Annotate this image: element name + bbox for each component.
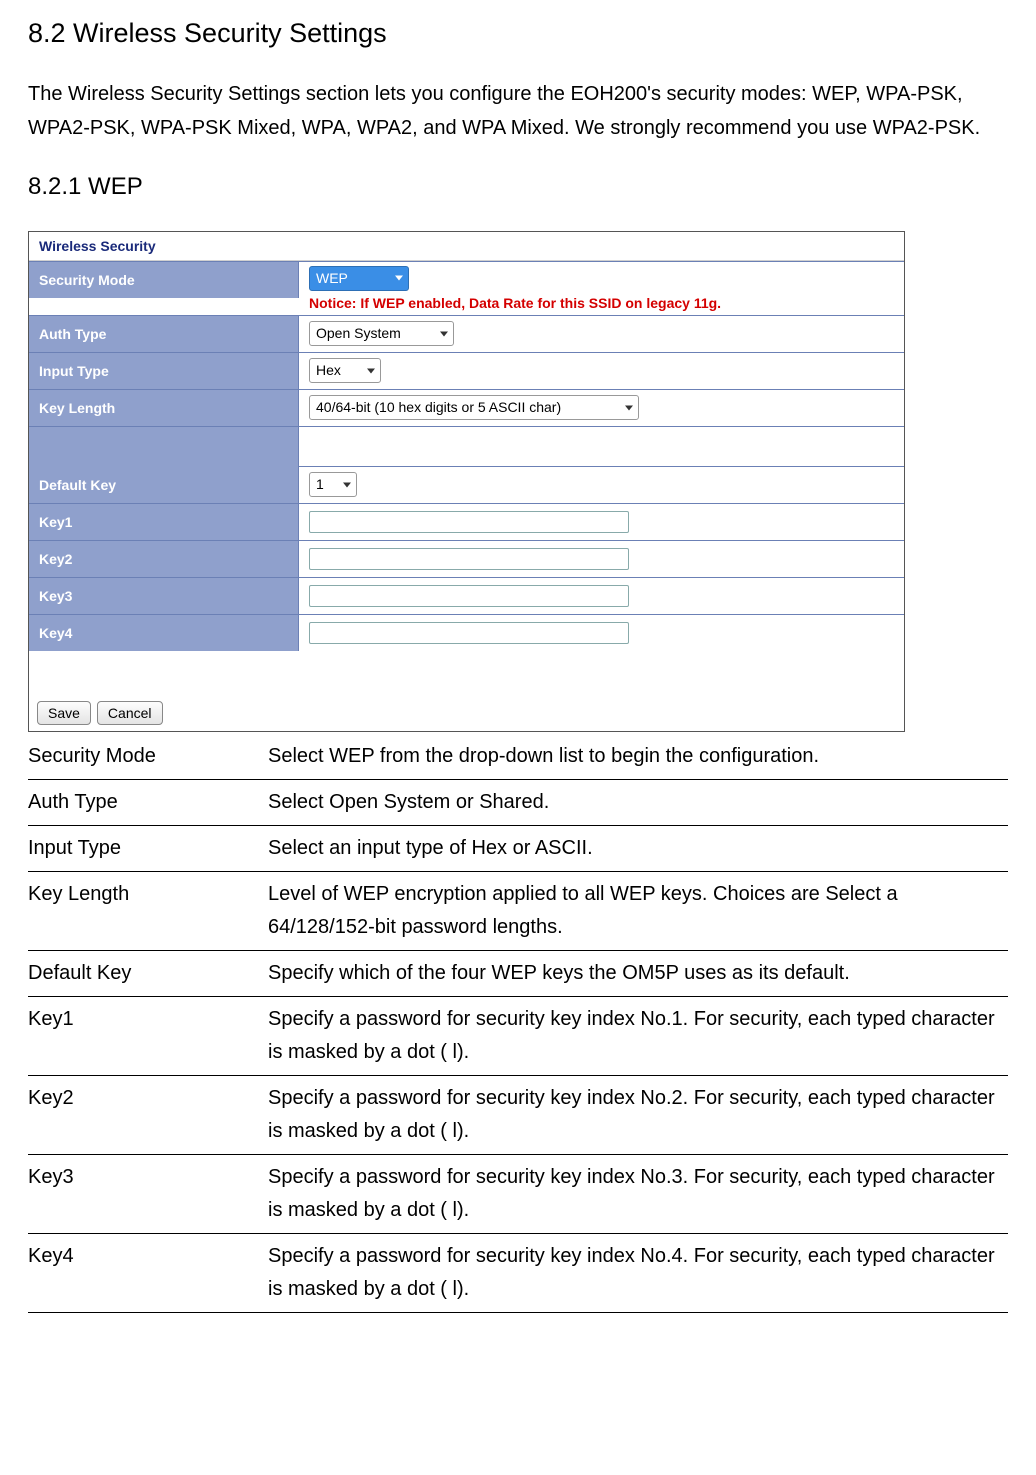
table-row: Input Type Select an input type of Hex o…: [28, 825, 1008, 871]
desc-text: Specify a password for security key inde…: [268, 1233, 1008, 1312]
desc-term: Key Length: [28, 871, 268, 950]
chevron-down-icon: [625, 405, 633, 410]
panel-header: Wireless Security: [29, 232, 904, 261]
label-key4: Key4: [29, 615, 299, 651]
table-row: Security Mode Select WEP from the drop-d…: [28, 734, 1008, 780]
key-length-value: 40/64-bit (10 hex digits or 5 ASCII char…: [316, 399, 561, 415]
table-row: Key4 Specify a password for security key…: [28, 1233, 1008, 1312]
desc-text: Specify a password for security key inde…: [268, 996, 1008, 1075]
input-type-select[interactable]: Hex: [309, 358, 381, 383]
chevron-down-icon: [343, 482, 351, 487]
row-gap: [29, 426, 904, 466]
wep-notice: Notice: If WEP enabled, Data Rate for th…: [309, 295, 894, 311]
desc-term: Input Type: [28, 825, 268, 871]
row-default-key: Default Key 1: [29, 466, 904, 503]
row-key2: Key2: [29, 540, 904, 577]
security-mode-value: WEP: [316, 270, 348, 286]
row-input-type: Input Type Hex: [29, 352, 904, 389]
row-auth-type: Auth Type Open System: [29, 315, 904, 352]
desc-text: Specify a password for security key inde…: [268, 1075, 1008, 1154]
subsection-title: 8.2.1 WEP: [28, 173, 1008, 201]
label-key3: Key3: [29, 578, 299, 614]
save-button[interactable]: Save: [37, 701, 91, 725]
label-auth-type: Auth Type: [29, 316, 299, 352]
key4-input[interactable]: [309, 622, 629, 644]
label-input-type: Input Type: [29, 353, 299, 389]
desc-text: Level of WEP encryption applied to all W…: [268, 871, 1008, 950]
desc-term: Key1: [28, 996, 268, 1075]
section-title: 8.2 Wireless Security Settings: [28, 18, 1008, 49]
chevron-down-icon: [395, 276, 403, 281]
cancel-button[interactable]: Cancel: [97, 701, 163, 725]
chevron-down-icon: [367, 368, 375, 373]
auth-type-select[interactable]: Open System: [309, 321, 454, 346]
chevron-down-icon: [440, 331, 448, 336]
wireless-security-panel: Wireless Security Security Mode WEP Noti…: [28, 231, 905, 732]
desc-term: Key4: [28, 1233, 268, 1312]
label-key2: Key2: [29, 541, 299, 577]
label-key1: Key1: [29, 504, 299, 540]
desc-term: Default Key: [28, 950, 268, 996]
section-intro: The Wireless Security Settings section l…: [28, 77, 1008, 145]
auth-type-value: Open System: [316, 325, 401, 341]
row-security-mode: Security Mode WEP Notice: If WEP enabled…: [29, 261, 904, 315]
row-key1: Key1: [29, 503, 904, 540]
description-table: Security Mode Select WEP from the drop-d…: [28, 734, 1008, 1313]
table-row: Key2 Specify a password for security key…: [28, 1075, 1008, 1154]
row-key-length: Key Length 40/64-bit (10 hex digits or 5…: [29, 389, 904, 426]
table-row: Key Length Level of WEP encryption appli…: [28, 871, 1008, 950]
desc-text: Specify a password for security key inde…: [268, 1154, 1008, 1233]
desc-term: Security Mode: [28, 734, 268, 780]
input-type-value: Hex: [316, 362, 341, 378]
key3-input[interactable]: [309, 585, 629, 607]
button-row: Save Cancel: [29, 695, 904, 731]
desc-text: Select Open System or Shared.: [268, 779, 1008, 825]
desc-term: Key2: [28, 1075, 268, 1154]
desc-term: Key3: [28, 1154, 268, 1233]
desc-text: Select WEP from the drop-down list to be…: [268, 734, 1008, 780]
key2-input[interactable]: [309, 548, 629, 570]
label-default-key: Default Key: [29, 467, 299, 503]
key-length-select[interactable]: 40/64-bit (10 hex digits or 5 ASCII char…: [309, 395, 639, 420]
table-row: Key1 Specify a password for security key…: [28, 996, 1008, 1075]
label-gap: [29, 427, 299, 467]
row-key4: Key4: [29, 614, 904, 651]
default-key-value: 1: [316, 476, 324, 492]
desc-term: Auth Type: [28, 779, 268, 825]
security-mode-select[interactable]: WEP: [309, 266, 409, 291]
label-security-mode: Security Mode: [29, 262, 299, 298]
key1-input[interactable]: [309, 511, 629, 533]
default-key-select[interactable]: 1: [309, 472, 357, 497]
table-row: Default Key Specify which of the four WE…: [28, 950, 1008, 996]
row-key3: Key3: [29, 577, 904, 614]
table-row: Auth Type Select Open System or Shared.: [28, 779, 1008, 825]
desc-text: Select an input type of Hex or ASCII.: [268, 825, 1008, 871]
panel-bottom-gap: [29, 651, 904, 695]
label-key-length: Key Length: [29, 390, 299, 426]
table-row: Key3 Specify a password for security key…: [28, 1154, 1008, 1233]
desc-text: Specify which of the four WEP keys the O…: [268, 950, 1008, 996]
